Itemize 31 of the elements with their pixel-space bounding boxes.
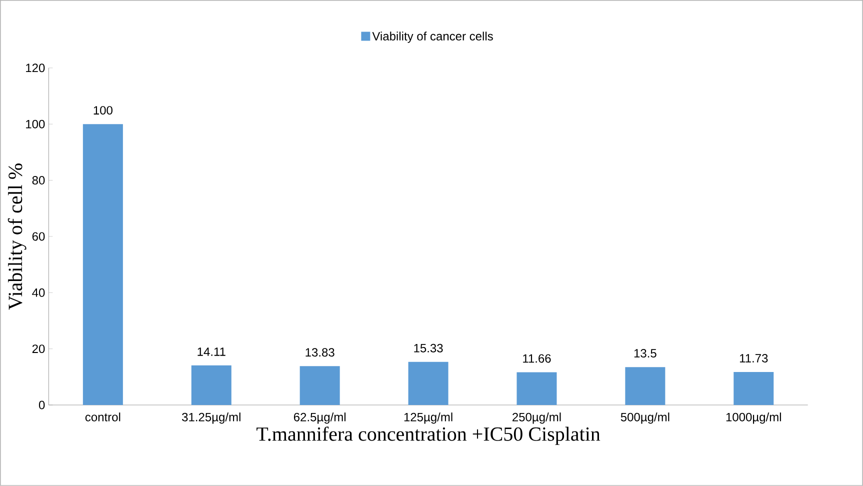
- bar: [516, 372, 557, 406]
- y-tick-label: 100: [26, 120, 45, 128]
- x-tick-label: 62.5µg/ml: [294, 412, 346, 424]
- y-tick-label: 60: [32, 232, 45, 241]
- x-tick-label: 31.25µg/ml: [182, 412, 240, 424]
- y-tick-label: 120: [26, 64, 45, 72]
- y-tick-label: 0: [38, 400, 45, 410]
- data-label: 11.73: [740, 354, 768, 363]
- data-label: 11.66: [523, 354, 551, 363]
- x-tick-label: 125µg/ml: [404, 412, 452, 424]
- bar: [82, 124, 123, 406]
- x-tick-label: 250µg/ml: [512, 412, 561, 424]
- y-tick-label: 40: [32, 288, 45, 297]
- legend-label: Viability of cancer cells: [372, 32, 493, 43]
- data-label: 15.33: [414, 344, 443, 352]
- data-label: 14.11: [198, 348, 226, 356]
- bar: [734, 372, 774, 406]
- y-axis-title: Viability of cell %: [8, 164, 26, 310]
- y-tick-label: 80: [32, 176, 45, 185]
- x-tick-label: control: [85, 412, 120, 422]
- bar: [191, 365, 232, 406]
- data-label: 13.5: [634, 349, 656, 358]
- x-tick-label: 500µg/ml: [620, 412, 670, 424]
- x-tick-label: 1000µg/ml: [726, 412, 781, 424]
- data-label: 100: [94, 106, 112, 115]
- y-tick-label: 20: [32, 344, 45, 354]
- bar: [408, 362, 448, 406]
- bar: [625, 367, 666, 406]
- data-label: 13.83: [306, 348, 334, 357]
- bar: [300, 366, 340, 406]
- x-axis-title: T.mannifera concentration +IC50 Cisplatin: [256, 426, 600, 445]
